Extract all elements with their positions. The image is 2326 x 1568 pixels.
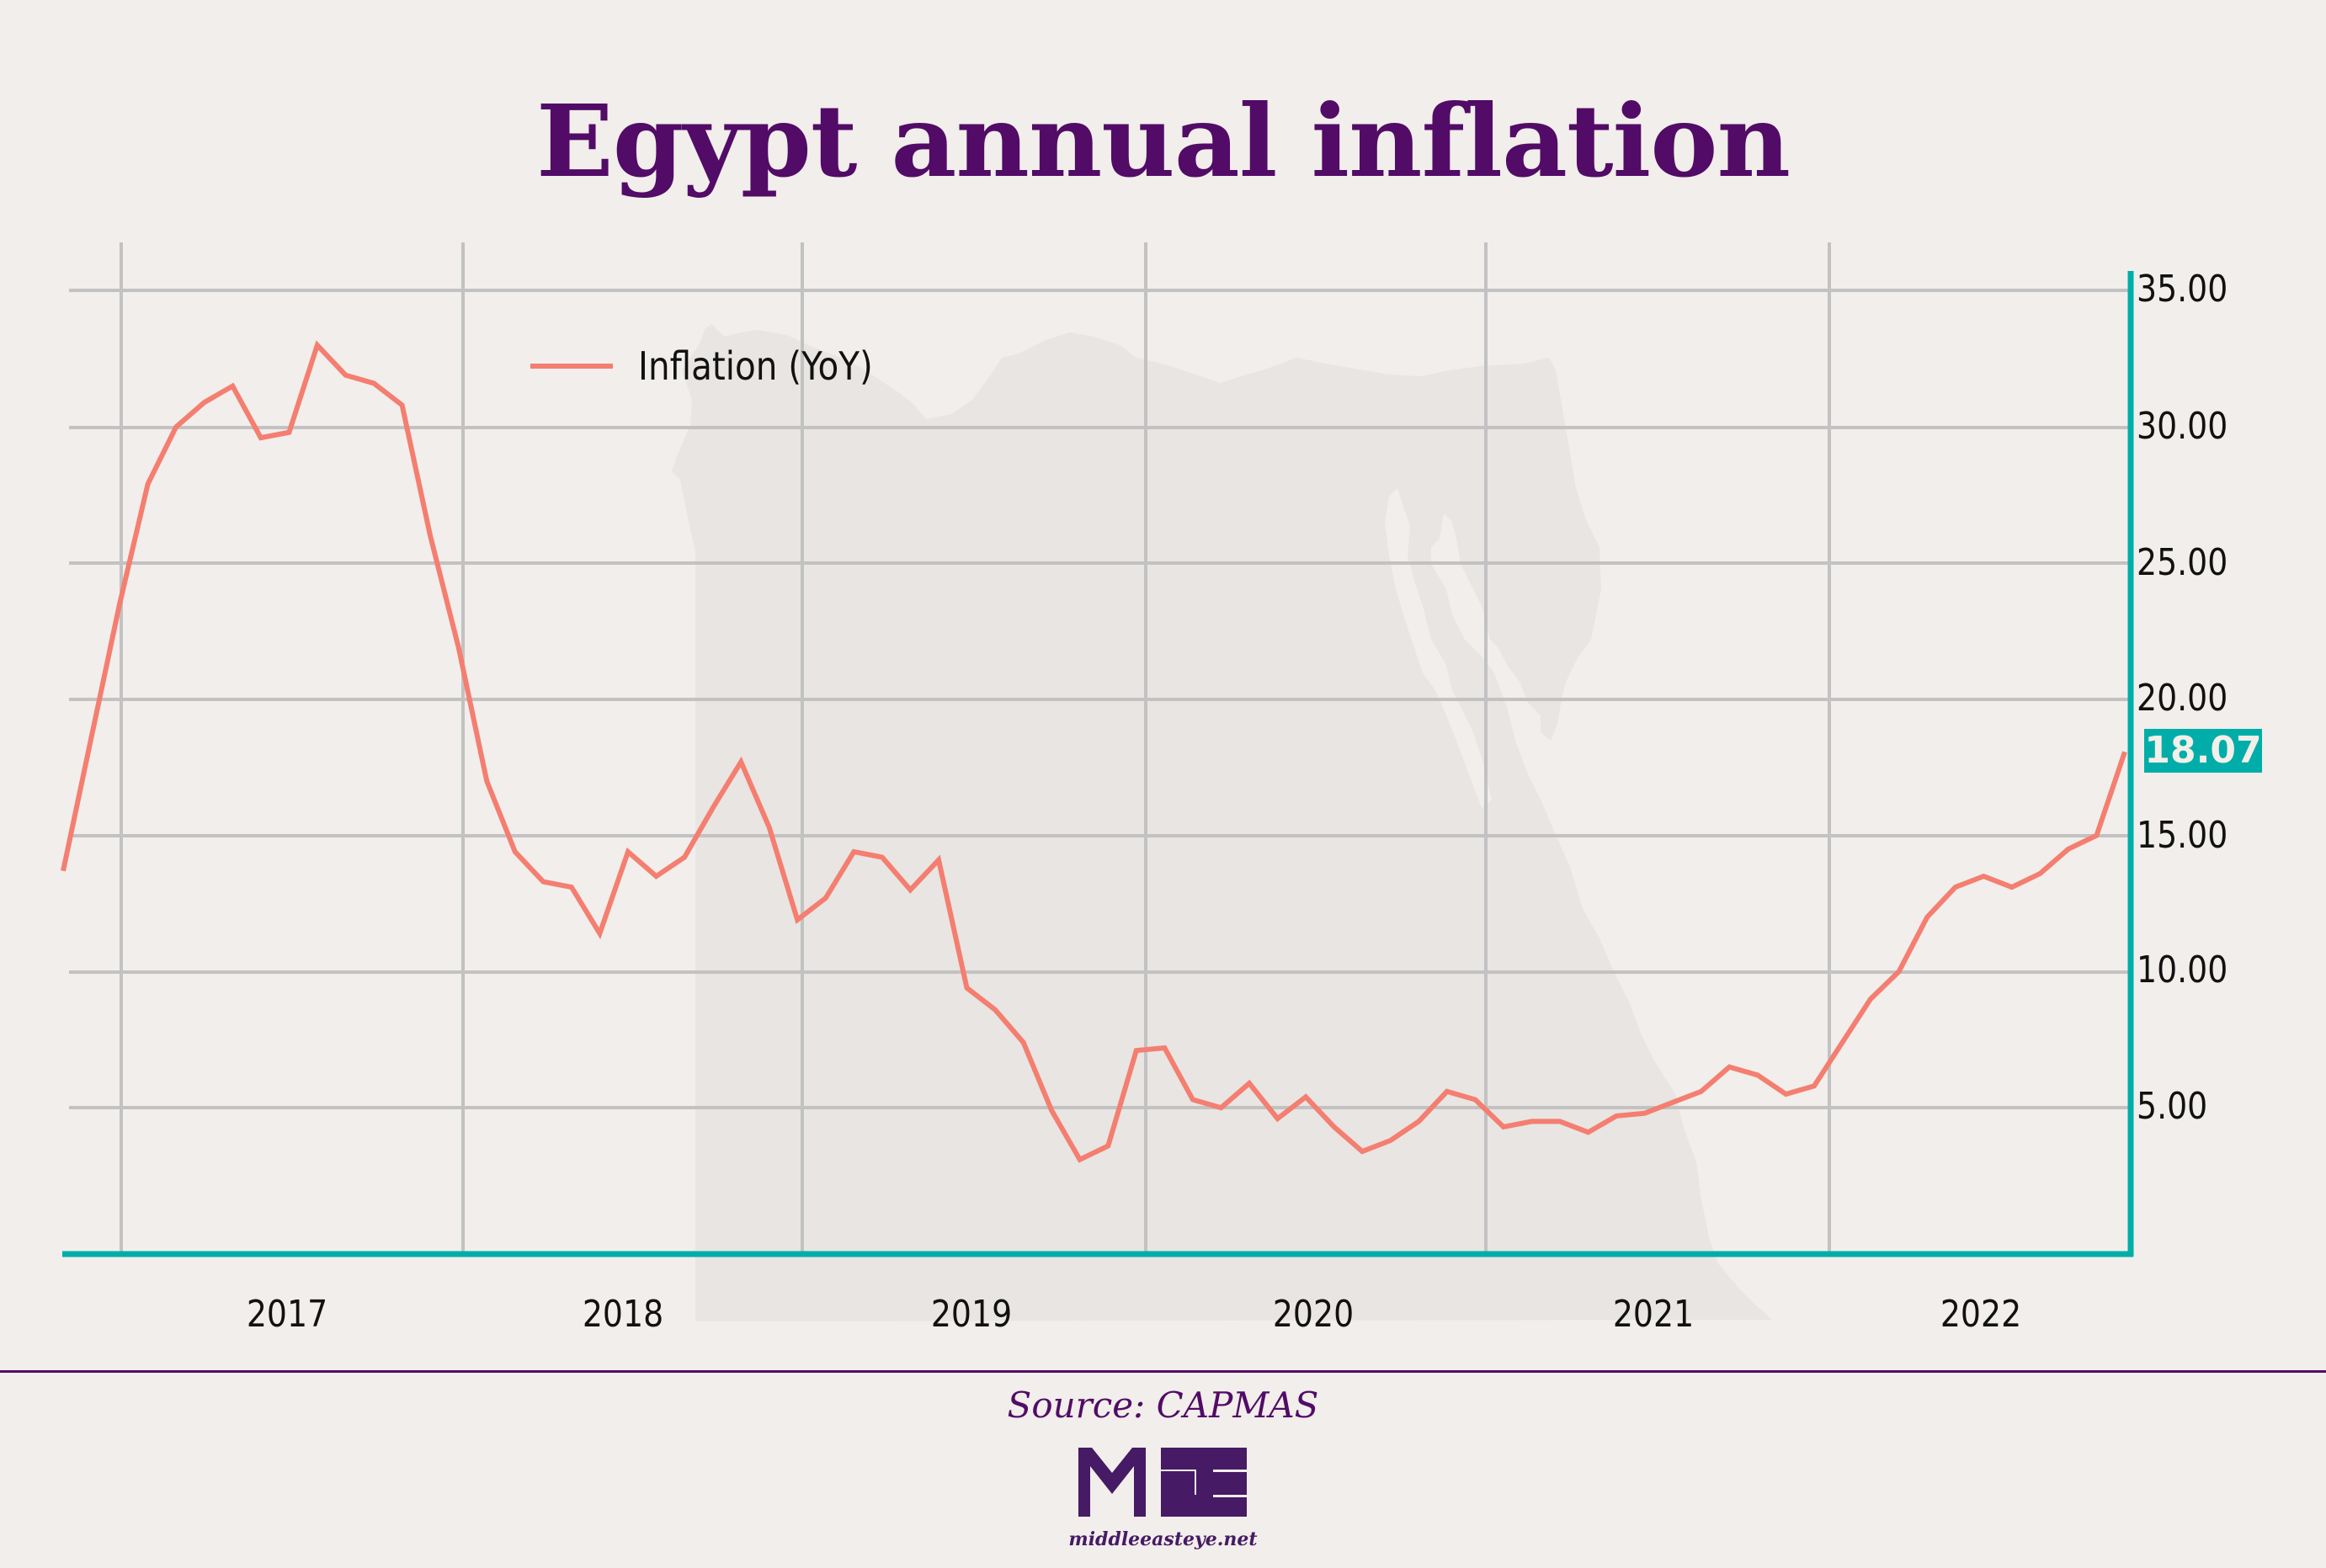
- x-tick-label: 2020: [1272, 1293, 1355, 1336]
- x-tick-label: 2022: [1940, 1293, 2022, 1336]
- x-tick-label: 2021: [1612, 1293, 1695, 1336]
- legend: Inflation (YoY): [530, 343, 905, 389]
- y-tick-label: 15.00: [2137, 814, 2228, 857]
- chart-title: Egypt annual inflation: [535, 82, 1791, 199]
- mee-logo-icon: [1078, 1448, 1247, 1517]
- x-tick-label: 2018: [582, 1293, 664, 1336]
- y-tick-label: 35.00: [2137, 268, 2228, 311]
- footer-divider: [0, 1370, 2326, 1373]
- grid: [69, 242, 2128, 1252]
- inflation-line: [61, 340, 2127, 1163]
- y-tick-label: 10.00: [2137, 949, 2228, 991]
- sinai-coast-gap: [1385, 488, 1492, 808]
- source-note: Source: CAPMAS: [1007, 1385, 1319, 1426]
- site-url: middleeasteye.net: [1068, 1528, 1258, 1550]
- y-tick-label: 30.00: [2137, 405, 2228, 448]
- legend-line-swatch-icon: [530, 364, 613, 369]
- y-tick-label: 20.00: [2137, 677, 2228, 720]
- egypt-map-silhouette: [672, 324, 1772, 1321]
- y-tick-label: 25.00: [2137, 541, 2228, 584]
- y-tick-label: 5.00: [2137, 1085, 2208, 1128]
- last-value-badge: 18.07: [2144, 729, 2262, 773]
- x-tick-label: 2017: [246, 1293, 328, 1336]
- x-tick-label: 2019: [930, 1293, 1013, 1336]
- legend-label: Inflation (YoY): [638, 343, 873, 389]
